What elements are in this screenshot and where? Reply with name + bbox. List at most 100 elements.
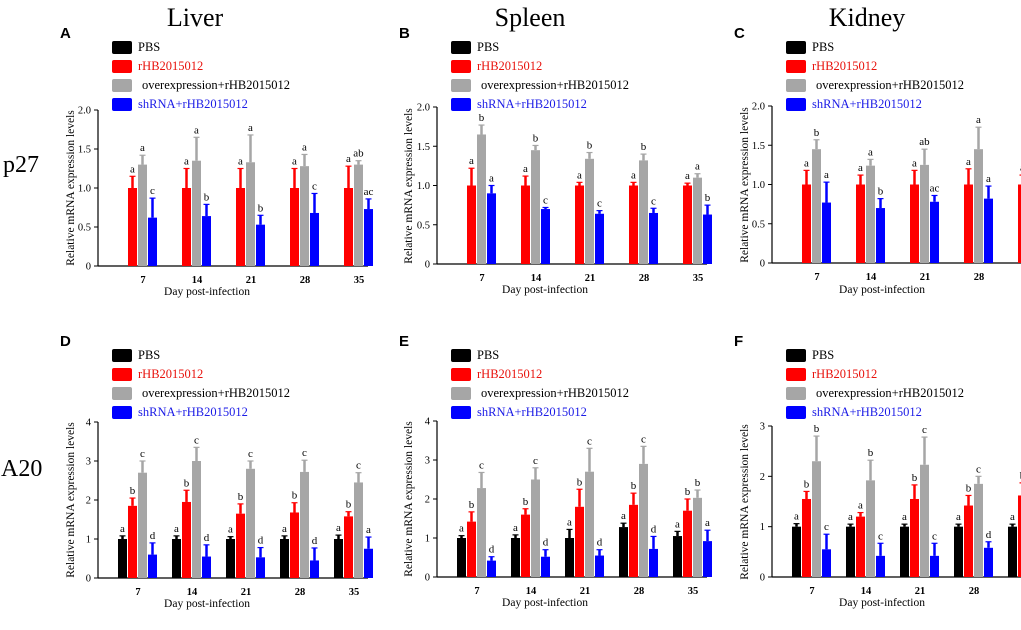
legend-label: rHB2015012 — [812, 59, 877, 73]
x-axis-label: Day post-infection — [164, 286, 250, 298]
legend-label: overexpression+rHB2015012 — [816, 78, 964, 92]
x-tick-label: 7 — [479, 273, 484, 284]
bar — [876, 555, 885, 577]
significance-label: c — [533, 455, 538, 467]
significance-label: a — [902, 511, 907, 523]
chart-panel-a: A PBS rHB2015012 overexpression+rHB2015012 s… — [60, 25, 373, 298]
bar — [128, 188, 137, 266]
bar — [876, 208, 885, 263]
y-tick-label: 4 — [425, 417, 431, 428]
significance-label: c — [932, 530, 937, 542]
legend-swatch — [112, 349, 132, 362]
y-tick-label: 3 — [86, 457, 91, 468]
x-tick-label: 35 — [349, 587, 360, 598]
bar — [256, 224, 265, 266]
chart-panel-f: F PBS rHB2015012 overexpression+rHB2015012 s… — [734, 333, 1021, 609]
legend-swatch — [451, 98, 471, 111]
x-tick-label: 28 — [969, 586, 980, 597]
bar — [683, 510, 692, 577]
x-tick-label: 35 — [354, 275, 365, 286]
bar — [531, 150, 540, 264]
significance-label: a — [685, 170, 690, 182]
y-tick-label: 0 — [425, 573, 430, 584]
significance-label: a — [858, 162, 863, 174]
legend-swatch — [786, 387, 806, 400]
significance-label: a — [804, 157, 809, 169]
significance-label: b — [238, 491, 244, 503]
bar — [300, 166, 309, 266]
bar — [138, 472, 147, 578]
bar — [310, 560, 319, 578]
x-axis-label: Day post-infection — [502, 284, 588, 296]
y-tick-label: 1.0 — [78, 184, 91, 195]
significance-label: b — [533, 132, 539, 144]
legend-swatch — [451, 60, 471, 73]
significance-label: a — [489, 173, 494, 185]
bar — [683, 185, 692, 264]
significance-label: d — [986, 529, 992, 541]
bar — [930, 201, 939, 263]
x-tick-label: 28 — [300, 275, 311, 286]
significance-label: b — [523, 496, 529, 508]
significance-label: b — [631, 480, 637, 492]
chart-panel-b: B PBS rHB2015012 overexpression+rHB2015012 s… — [399, 25, 712, 296]
bar — [148, 217, 157, 266]
legend-label: shRNA+rHB2015012 — [477, 97, 587, 111]
bar — [354, 482, 363, 578]
y-tick-label: 3 — [425, 456, 430, 467]
bar — [792, 526, 801, 577]
bar — [910, 184, 919, 263]
significance-label: a — [513, 522, 518, 534]
x-tick-label: 28 — [295, 587, 306, 598]
bar — [673, 536, 682, 577]
bar — [511, 538, 520, 577]
y-tick-label: 1 — [86, 535, 91, 546]
bar — [457, 538, 466, 577]
bar — [575, 185, 584, 264]
y-tick-label: 2.0 — [78, 106, 91, 117]
bar — [1018, 184, 1021, 263]
x-tick-label: 35 — [693, 273, 704, 284]
y-tick-label: 4 — [86, 418, 92, 429]
significance-label: b — [878, 186, 884, 198]
significance-label: a — [302, 141, 307, 153]
column-title-liver: Liver — [167, 3, 224, 32]
y-tick-label: 2 — [86, 496, 91, 507]
legend-swatch — [112, 387, 132, 400]
significance-label: b — [469, 499, 475, 511]
significance-label: a — [966, 156, 971, 168]
significance-label: ab — [353, 148, 364, 160]
y-tick-label: 0.5 — [78, 223, 91, 234]
bar — [172, 539, 181, 578]
significance-label: ac — [930, 182, 940, 194]
legend-label: overexpression+rHB2015012 — [142, 386, 290, 400]
significance-label: c — [479, 459, 484, 471]
y-tick-label: 1 — [425, 534, 430, 545]
bar — [1008, 526, 1017, 577]
bar — [477, 134, 486, 264]
y-tick-label: 0.5 — [752, 219, 765, 230]
legend-label: rHB2015012 — [477, 59, 542, 73]
bar — [290, 512, 299, 578]
bar — [812, 461, 821, 577]
significance-label: a — [675, 518, 680, 530]
x-tick-label: 28 — [634, 586, 645, 597]
significance-label: a — [140, 142, 145, 154]
bar — [639, 160, 648, 264]
significance-label: c — [641, 433, 646, 445]
x-tick-label: 28 — [639, 273, 650, 284]
significance-label: b — [184, 477, 190, 489]
significance-label: b — [804, 478, 810, 490]
significance-label: c — [356, 460, 361, 472]
bar — [866, 480, 875, 577]
significance-label: a — [238, 156, 243, 168]
significance-label: b — [705, 192, 711, 204]
x-tick-label: 7 — [809, 586, 814, 597]
row-label-a20: A20 — [1, 456, 42, 482]
bar — [138, 164, 147, 266]
significance-label: a — [695, 161, 700, 173]
significance-label: c — [150, 185, 155, 197]
legend-label: shRNA+rHB2015012 — [812, 97, 922, 111]
x-tick-label: 21 — [241, 587, 252, 598]
significance-label: ab — [919, 136, 930, 148]
